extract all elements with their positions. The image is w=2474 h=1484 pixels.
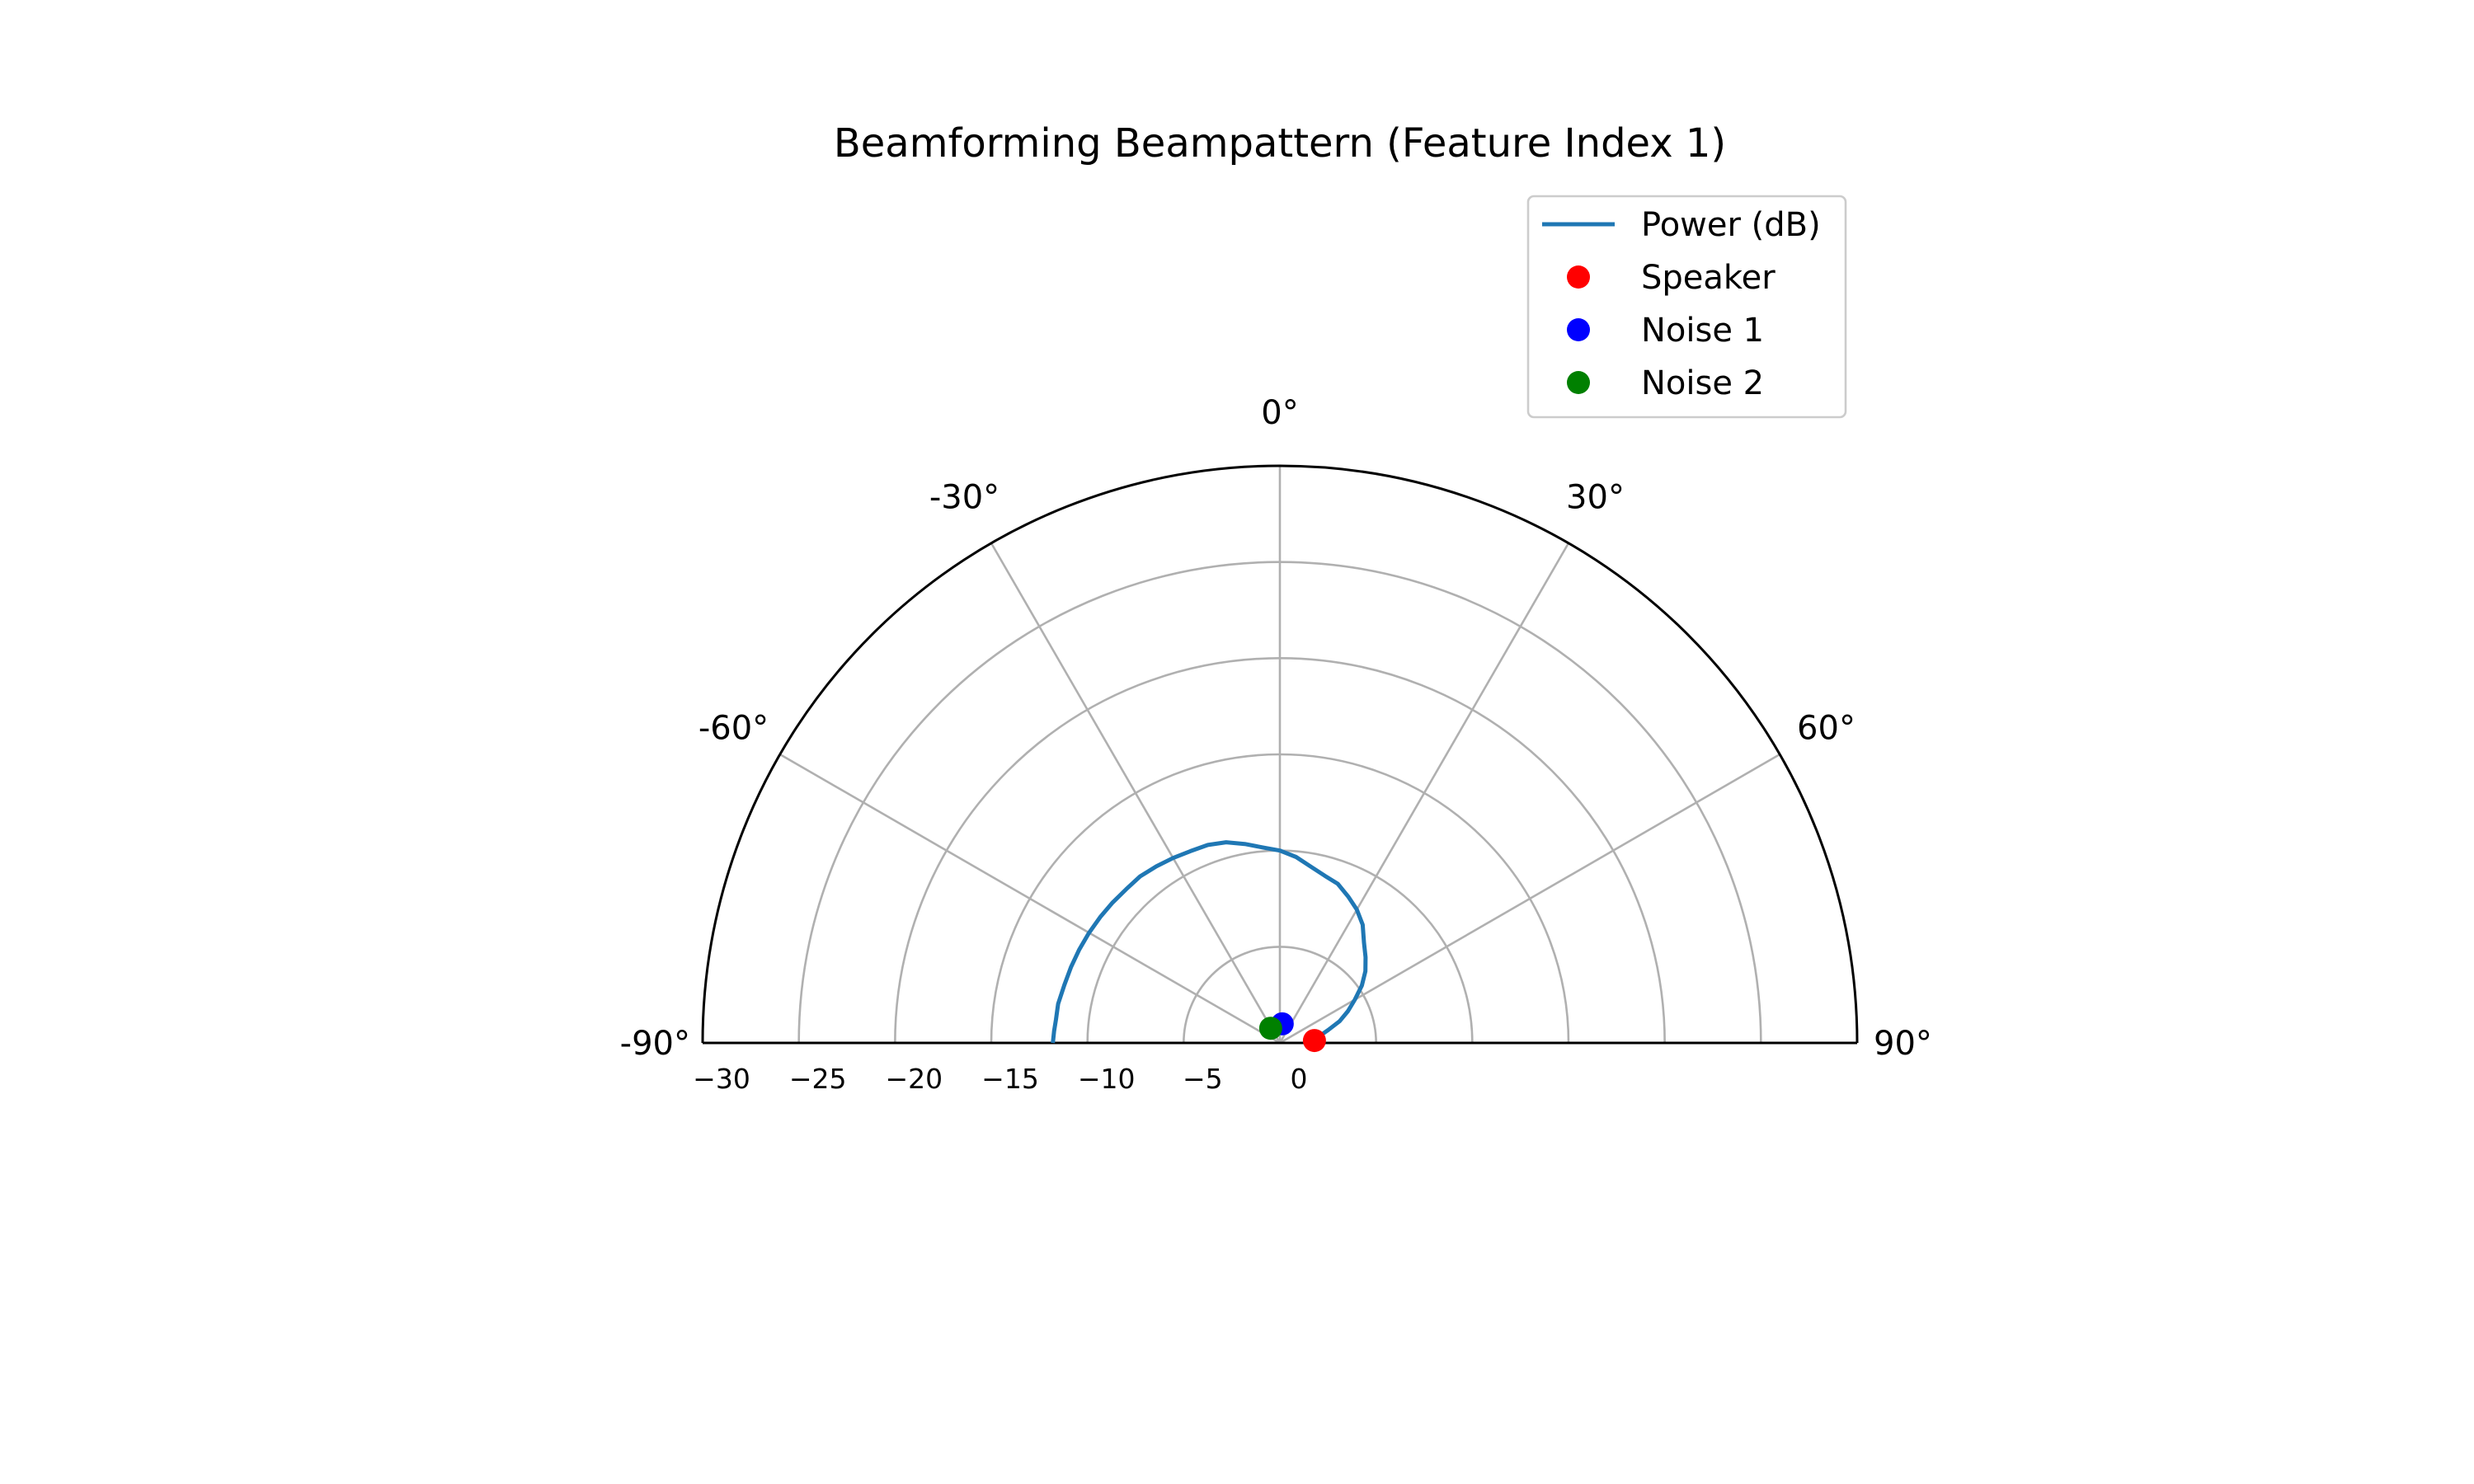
chart-title: Beamforming Beampattern (Feature Index 1…: [834, 120, 1726, 167]
legend-marker-swatch: [1567, 265, 1590, 289]
angular-grid-line: [779, 753, 1281, 1045]
legend-label: Noise 2: [1641, 364, 1764, 402]
legend-label: Noise 1: [1641, 312, 1764, 350]
angle-tick-label: 90°: [1874, 1025, 1932, 1063]
angle-tick-label: 30°: [1566, 478, 1625, 516]
radial-tick-label: −25: [789, 1063, 847, 1095]
legend-marker-swatch: [1567, 371, 1590, 394]
angle-tick-label: -90°: [620, 1025, 690, 1063]
angular-grid-line: [1278, 542, 1570, 1044]
data-layer: [1051, 840, 1368, 1053]
angle-tick-label: -60°: [698, 710, 769, 748]
legend-label: Speaker: [1641, 259, 1776, 297]
speaker-marker: [1302, 1029, 1326, 1053]
radial-tick-label: 0: [1291, 1063, 1308, 1095]
legend-box: [1526, 195, 1847, 419]
radial-tick-label: −5: [1183, 1063, 1223, 1095]
radial-tick-label: −20: [886, 1063, 943, 1095]
noise-2-marker: [1258, 1017, 1282, 1040]
angle-tick-label: -30°: [929, 478, 999, 516]
power-db-line: [1051, 840, 1368, 1045]
radial-tick-label: −15: [981, 1063, 1039, 1095]
polar-axes: -90° -60° -30° 0° 30° 60° 90° 0 −5 −10 −15 −20 −25 −3…: [620, 394, 1932, 1095]
legend-label: Power (dB): [1641, 206, 1821, 244]
angular-grid-line: [1279, 753, 1780, 1045]
angular-grid-line: [990, 542, 1282, 1044]
angle-tick-label: 60°: [1797, 710, 1856, 748]
radial-tick-label: −10: [1078, 1063, 1136, 1095]
legend: Power (dB) Speaker Noise 1 Noise 2: [1526, 195, 1847, 419]
legend-marker-swatch: [1567, 318, 1590, 341]
radial-tick-label: −30: [693, 1063, 750, 1095]
outer-frame-arc: [701, 464, 1859, 1044]
polar-grid: [779, 466, 1780, 1045]
angle-tick-label: 0°: [1261, 394, 1298, 432]
